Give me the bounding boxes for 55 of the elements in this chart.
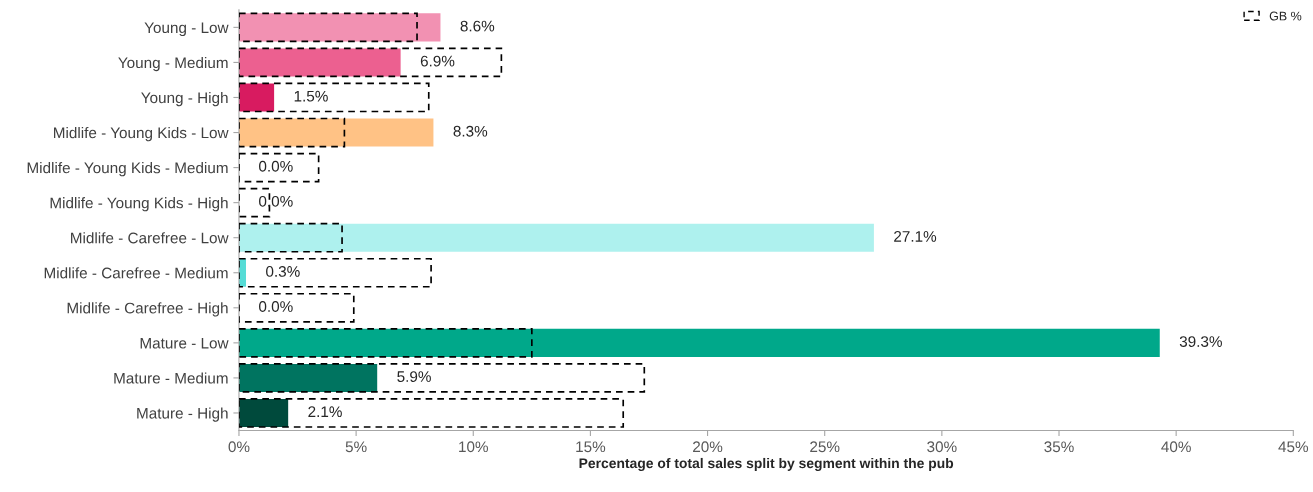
y-tick-label: Midlife - Young Kids - Low	[54, 127, 229, 142]
data-label: 8.6%	[460, 20, 495, 32]
x-tick-label: 35%	[1044, 441, 1074, 453]
data-label: 5.9%	[397, 371, 431, 383]
data-label: 2.1%	[308, 406, 342, 418]
legend-label: GB %	[1269, 11, 1302, 21]
bar	[238, 223, 874, 252]
y-tick-label: Young - Low	[144, 22, 229, 37]
x-tick-label: 0%	[228, 441, 250, 453]
x-tick-label: 30%	[927, 441, 957, 453]
bar	[238, 117, 346, 148]
y-tick-label: Young - Medium	[118, 56, 228, 72]
y-tick-label: Mature - Low	[140, 337, 229, 349]
data-label: 0.0%	[259, 301, 293, 312]
bar	[238, 363, 378, 392]
x-tick-label: 20%	[693, 441, 723, 453]
x-tick-label: 10%	[459, 441, 489, 453]
y-tick-label: Young - High	[141, 91, 228, 107]
bar	[238, 328, 533, 358]
bar	[238, 48, 401, 77]
bar	[238, 398, 625, 428]
bar	[238, 152, 320, 183]
bar	[238, 47, 503, 78]
x-axis-title: Percentage of total sales split by segment within the pub	[579, 457, 954, 471]
x-tick-label: 45%	[1278, 441, 1309, 453]
bar	[238, 363, 646, 393]
y-tick-label: Midlife - Carefree - Low	[71, 232, 229, 244]
data-label: 0.0%	[259, 195, 293, 207]
bar	[238, 257, 432, 288]
y-tick-label: Midlife - Young Kids - High	[50, 197, 228, 212]
data-label: 8.3%	[453, 125, 488, 137]
bar	[238, 13, 441, 42]
y-tick-label: Midlife - Young Kids - Medium	[27, 162, 228, 177]
bar	[238, 292, 355, 323]
x-tick-label: 5%	[345, 441, 367, 453]
data-label: 0.0%	[259, 160, 293, 172]
bar	[238, 82, 430, 113]
data-label: 27.1%	[894, 230, 937, 242]
y-tick-label: Mature - High	[137, 407, 228, 422]
y-tick-label: Midlife - Carefree - High	[67, 302, 228, 317]
data-label: 39.3%	[1179, 336, 1222, 347]
y-tick-label: Mature - Medium	[114, 372, 228, 384]
bar	[238, 328, 1160, 357]
bar	[238, 12, 418, 43]
data-label: 6.9%	[420, 55, 455, 67]
bar	[238, 118, 434, 147]
y-tick-label: Midlife - Carefree - Medium	[44, 267, 228, 279]
bar	[238, 222, 343, 253]
bar	[238, 83, 275, 112]
x-tick-label: 40%	[1161, 441, 1191, 453]
x-tick-label: 25%	[810, 441, 840, 453]
bar	[238, 398, 289, 427]
data-label: 0.3%	[266, 266, 300, 277]
data-label: 1.5%	[294, 90, 328, 102]
x-tick-label: 15%	[576, 441, 606, 453]
